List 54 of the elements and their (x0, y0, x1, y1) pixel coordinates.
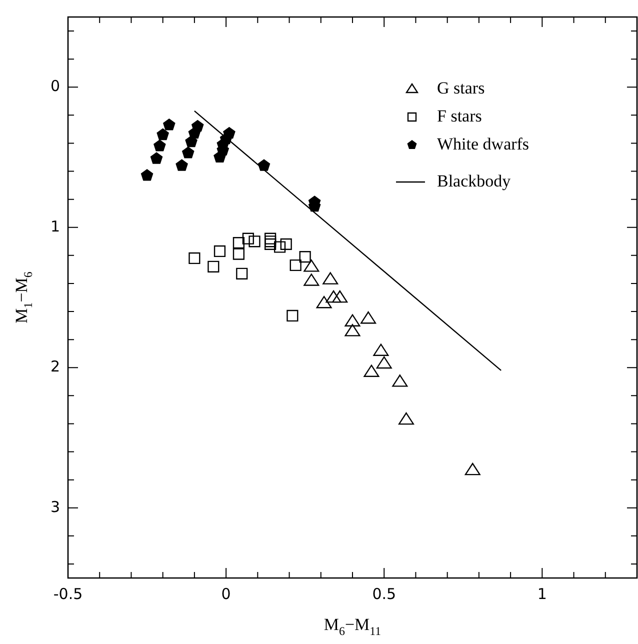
point (223, 126, 236, 139)
point (214, 245, 226, 258)
point (150, 152, 163, 164)
point (185, 135, 198, 148)
legend-label: F stars (437, 106, 482, 126)
point (280, 238, 292, 250)
point (332, 290, 348, 303)
point (398, 412, 414, 425)
point (153, 140, 166, 152)
point (264, 232, 276, 244)
point (326, 290, 342, 303)
point (232, 248, 244, 260)
point (304, 274, 320, 286)
point (236, 268, 248, 280)
y-tick-label: 1 (50, 217, 60, 236)
point (360, 311, 376, 324)
y-tick-label: 2 (50, 358, 60, 376)
point (156, 128, 170, 140)
point (162, 118, 176, 130)
point (208, 260, 220, 272)
point (191, 120, 204, 132)
point (322, 272, 338, 284)
point (258, 159, 270, 171)
x-tick-label: 0 (221, 584, 231, 603)
point (373, 344, 389, 356)
point (182, 146, 194, 158)
point (176, 159, 188, 171)
point (248, 236, 260, 248)
point (242, 232, 254, 244)
x-tick-label: -0.5 (53, 584, 83, 603)
point (364, 364, 380, 377)
point (290, 259, 302, 272)
point (464, 462, 480, 476)
legend-label: Blackbody (437, 171, 512, 190)
point (274, 241, 286, 253)
x-tick-label: 1 (537, 584, 547, 603)
y-tick-label: 3 (50, 498, 60, 516)
x-tick-label: 0.5 (372, 584, 396, 603)
y-axis-title: M1−M6 (12, 272, 36, 324)
point (299, 251, 311, 263)
point (286, 310, 298, 322)
point (376, 356, 392, 369)
legend-label: G stars (437, 78, 485, 98)
point (344, 324, 360, 336)
point (304, 260, 320, 272)
point (140, 168, 154, 181)
legend-label: White dwarfs (437, 134, 530, 154)
point (188, 252, 200, 264)
point (316, 296, 332, 308)
point (232, 237, 244, 249)
point (392, 374, 408, 387)
point (264, 238, 276, 250)
point (344, 314, 360, 326)
y-tick-label: 0 (50, 77, 60, 96)
